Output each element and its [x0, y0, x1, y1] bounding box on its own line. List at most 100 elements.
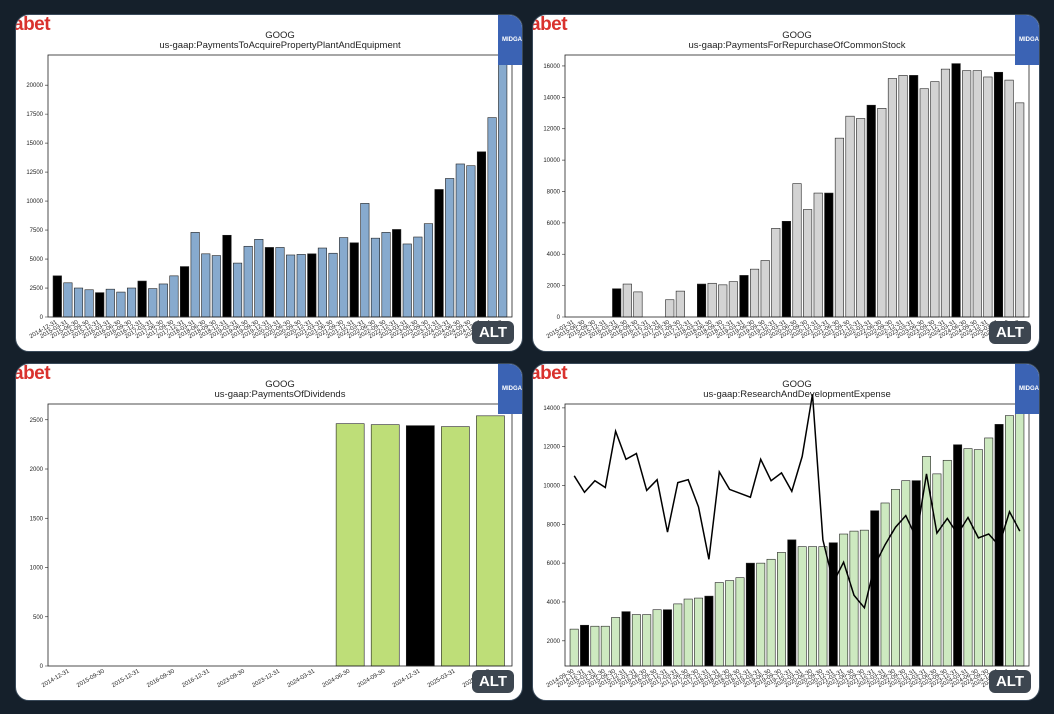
x-tick-label: 2014-12-31 — [41, 668, 71, 689]
bar — [824, 192, 834, 318]
bar — [834, 137, 844, 318]
bar — [1004, 79, 1014, 318]
bar — [652, 609, 662, 667]
bar — [381, 232, 391, 318]
bar — [787, 539, 797, 667]
bar — [739, 275, 749, 318]
bar — [84, 289, 94, 318]
plot-frame — [47, 54, 513, 318]
bar — [360, 203, 370, 318]
brand-logo-text: abet — [15, 14, 51, 35]
bar — [296, 254, 306, 318]
bar — [940, 68, 951, 318]
y-tick-label: 10000 — [543, 158, 560, 164]
chart-card-dividends: GOOG us-gaap:PaymentsOfDividends 2014-12-3… — [15, 363, 523, 701]
bar — [675, 290, 685, 318]
plot-frame — [564, 54, 1030, 318]
bar — [633, 291, 643, 318]
brand-badge: MIDGA — [1015, 364, 1039, 414]
chart-title: GOOG — [265, 30, 295, 41]
bar — [335, 423, 365, 667]
x-tick-label: 2023-09-30 — [216, 668, 246, 689]
brand-logo-text: abet — [532, 363, 568, 384]
bar — [169, 275, 179, 318]
y-tick-label: 8000 — [547, 189, 561, 195]
bar — [126, 287, 137, 318]
bar — [951, 63, 961, 318]
bar — [211, 255, 221, 318]
bar — [286, 254, 296, 318]
alt-text-button[interactable]: ALT — [988, 670, 1031, 693]
alt-text-button[interactable]: ALT — [471, 321, 514, 344]
x-tick-label: 2024-03-31 — [286, 668, 316, 689]
bar — [870, 510, 880, 667]
y-tick-label: 2000 — [547, 284, 561, 290]
bar — [725, 580, 735, 667]
bar — [694, 597, 703, 667]
bar — [813, 192, 823, 318]
bar — [911, 480, 921, 667]
bar — [792, 183, 802, 318]
bar-chart-buybacks: GOOGus-gaap:PaymentsForRepurchaseOfCommo… — [543, 30, 1030, 340]
bar — [1005, 415, 1014, 667]
x-tick-label: 2015-09-30 — [76, 668, 106, 689]
bar — [663, 609, 672, 667]
bar — [818, 546, 828, 667]
y-tick-label: 1000 — [30, 566, 44, 572]
alt-text-button[interactable]: ALT — [988, 321, 1031, 344]
bar — [750, 268, 760, 318]
bar — [898, 75, 908, 318]
bar — [445, 178, 455, 318]
y-tick-label: 2000 — [547, 639, 561, 645]
x-tick-label: 2016-09-30 — [146, 668, 176, 689]
x-tick-label: 2023-12-31 — [251, 668, 281, 689]
bar — [476, 151, 487, 318]
brand-logo-text: abet — [532, 14, 568, 35]
bar — [877, 108, 887, 318]
y-tick-label: 8000 — [547, 522, 561, 528]
y-tick-label: 4000 — [547, 600, 561, 606]
bar — [953, 444, 963, 667]
bar — [498, 54, 508, 318]
bar — [201, 253, 211, 318]
plot-frame — [47, 403, 513, 667]
bar — [631, 614, 641, 667]
alt-text-button[interactable]: ALT — [471, 670, 514, 693]
bar — [622, 283, 632, 318]
bar — [612, 288, 622, 318]
bar — [466, 165, 476, 318]
bar — [222, 234, 232, 318]
brand-badge: MIDGA — [498, 364, 522, 414]
bar — [887, 78, 897, 318]
bar — [158, 283, 168, 318]
bar — [73, 287, 84, 318]
bar — [704, 595, 714, 667]
y-tick-label: 6000 — [547, 561, 561, 567]
x-tick-label: 2024-06-30 — [322, 668, 352, 689]
bar — [370, 237, 380, 318]
x-tick-label: 2025-03-31 — [427, 668, 457, 689]
bar — [919, 88, 929, 318]
y-tick-label: 7500 — [30, 228, 44, 234]
bar — [973, 449, 983, 667]
bar-chart-rnd: GOOGus-gaap:ResearchAndDevelopmentExpens… — [543, 379, 1030, 689]
y-tick-label: 17500 — [26, 112, 43, 118]
bar — [880, 502, 890, 667]
plot-frame — [564, 403, 1030, 667]
bar — [243, 245, 253, 318]
bar — [392, 229, 402, 318]
bar — [233, 262, 243, 318]
bar — [891, 489, 900, 667]
bar — [1015, 411, 1025, 667]
brand-badge: MIDGA — [498, 15, 522, 65]
bar — [673, 603, 683, 667]
bar — [105, 288, 115, 318]
bar — [932, 473, 942, 667]
y-tick-label: 0 — [40, 664, 44, 670]
bar — [642, 614, 652, 667]
x-tick-label: 2024-12-31 — [392, 668, 422, 689]
y-tick-label: 15000 — [26, 141, 43, 147]
bar — [600, 625, 610, 667]
bar — [993, 71, 1004, 318]
